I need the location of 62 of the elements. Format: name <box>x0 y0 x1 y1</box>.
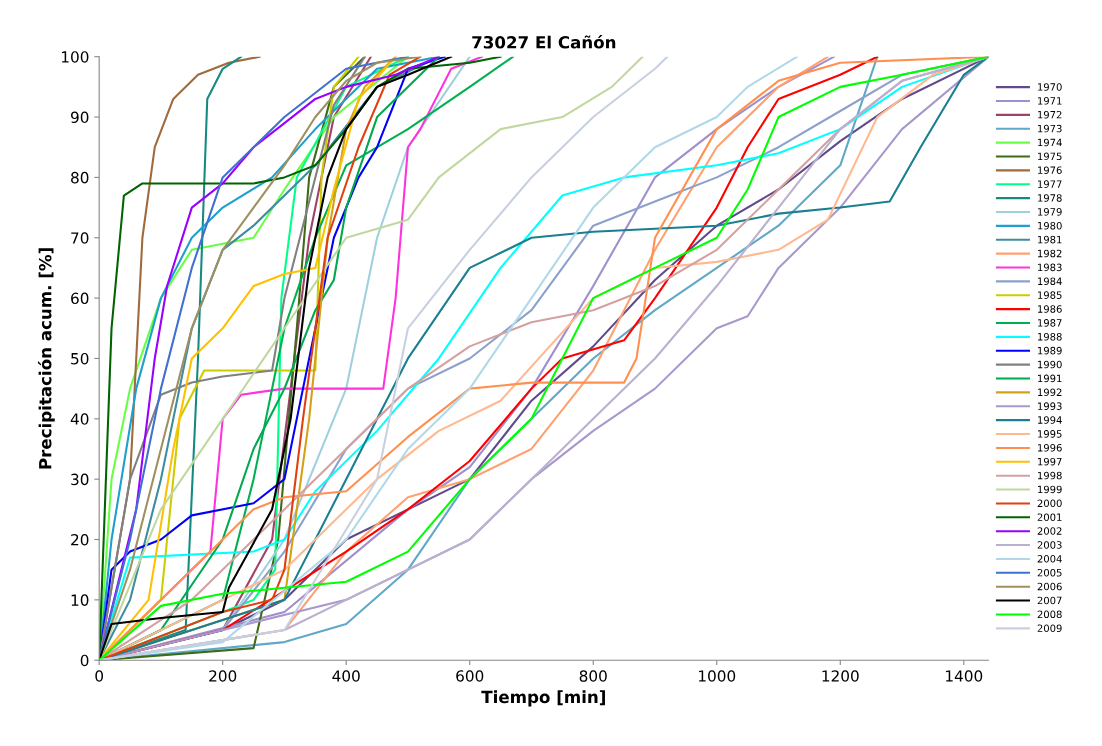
x-axis-title: Tiempo [min] <box>481 690 605 707</box>
y-tick-label: 60 <box>71 292 89 305</box>
legend-label: 1984 <box>1038 277 1062 286</box>
x-tick-label: 1200 <box>822 670 859 682</box>
legend-label: 1981 <box>1038 235 1062 244</box>
y-tick-label: 100 <box>61 51 89 63</box>
legend-label: 2008 <box>1037 610 1062 619</box>
y-tick-label: 80 <box>71 171 89 184</box>
legend-label: 1994 <box>1038 416 1062 424</box>
x-tick-label: 1400 <box>946 670 983 682</box>
legend-label: 1970 <box>1038 83 1062 91</box>
legend-label: 1997 <box>1038 457 1062 466</box>
legend-label: 1971 <box>1038 97 1062 105</box>
legend-label: 2007 <box>1037 596 1062 605</box>
y-tick-label: 0 <box>80 654 89 667</box>
legend-label: 2001 <box>1037 513 1062 521</box>
legend-label: 1996 <box>1038 444 1062 452</box>
y-tick-label: 70 <box>71 232 89 244</box>
legend-label: 1999 <box>1038 485 1062 494</box>
x-tick-label: 600 <box>456 670 484 682</box>
y-tick-label: 30 <box>71 473 89 486</box>
legend-label: 2000 <box>1037 499 1062 508</box>
y-tick-label: 10 <box>71 594 89 606</box>
chart-title: 73027 El Cañón <box>472 35 616 49</box>
legend-label: 1991 <box>1038 374 1062 383</box>
legend-label: 1985 <box>1038 291 1062 299</box>
x-tick-label: 400 <box>332 670 360 682</box>
y-tick-label: 20 <box>71 533 89 546</box>
legend-label: 1980 <box>1038 221 1062 230</box>
legend-label: 1987 <box>1038 319 1062 327</box>
x-tick-label: 1000 <box>699 670 736 682</box>
x-tick-label: 0 <box>95 670 104 682</box>
legend-label: 2005 <box>1037 568 1062 577</box>
legend-label: 1977 <box>1038 180 1062 188</box>
legend-label: 2003 <box>1037 541 1062 549</box>
legend-label: 1975 <box>1038 152 1062 161</box>
legend-label: 1998 <box>1038 471 1062 480</box>
y-tick-label: 50 <box>71 352 89 365</box>
legend-label: 1983 <box>1038 263 1062 272</box>
legend-label: 1982 <box>1038 249 1062 258</box>
legend-label: 1989 <box>1038 346 1062 355</box>
legend-label: 1973 <box>1038 124 1062 133</box>
x-tick-label: 200 <box>209 670 237 682</box>
legend-label: 1992 <box>1038 388 1062 397</box>
legend-label: 1972 <box>1038 110 1062 119</box>
legend-label: 2009 <box>1037 624 1062 632</box>
legend-label: 1993 <box>1038 402 1062 410</box>
legend-label: 2006 <box>1037 582 1062 591</box>
legend-label: 1995 <box>1038 430 1062 438</box>
legend-label: 1988 <box>1038 332 1062 341</box>
legend-label: 1976 <box>1038 166 1062 174</box>
legend-label: 2004 <box>1037 555 1062 563</box>
legend-label: 1990 <box>1038 360 1062 369</box>
legend-label: 1979 <box>1038 208 1062 216</box>
legend-label: 1986 <box>1038 305 1062 313</box>
y-tick-label: 40 <box>70 413 89 425</box>
legend-label: 1978 <box>1038 194 1062 202</box>
legend-label: 1974 <box>1038 138 1062 147</box>
y-tick-label: 90 <box>70 111 89 124</box>
y-axis-title: Precipitación acum. [%] <box>37 248 55 469</box>
x-tick-label: 800 <box>579 670 607 682</box>
legend-label: 2002 <box>1037 527 1062 535</box>
